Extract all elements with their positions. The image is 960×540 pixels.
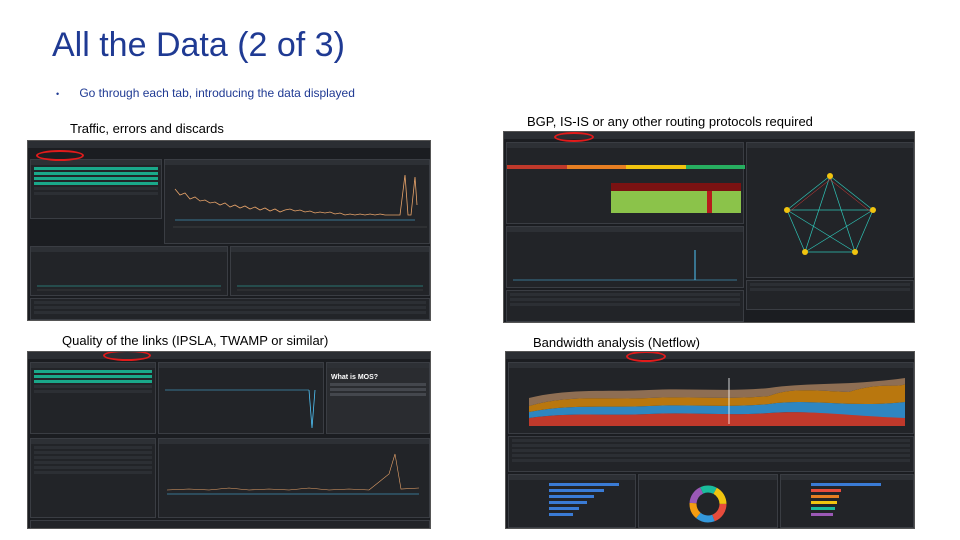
- caption-bandwidth: Bandwidth analysis (Netflow): [533, 335, 700, 350]
- topology-map: [784, 173, 876, 255]
- discards-chart-panel: [230, 246, 430, 296]
- traffic-chart-panel: [164, 159, 430, 244]
- bgp-status-panel: [506, 142, 745, 224]
- average-delay-panel: [30, 520, 430, 528]
- neighbor-list-panel: [746, 280, 914, 310]
- mos-chart-panel: [158, 362, 324, 434]
- dashboard-tab-bar: [28, 141, 430, 148]
- interface-table-panel: [30, 298, 430, 320]
- highlight-ellipse: [103, 352, 151, 361]
- bullet-item: • Go through each tab, introducing the d…: [56, 86, 355, 100]
- jitter-chart-panel: [158, 438, 430, 518]
- bgp-dashboard-screenshot: [503, 131, 915, 323]
- mos-list-panel: [30, 362, 156, 434]
- donut-chart: [689, 485, 727, 523]
- dashboard-tab-bar: [28, 352, 430, 359]
- bullet-text: Go through each tab, introducing the dat…: [79, 86, 355, 100]
- applications-chart-panel: [508, 362, 914, 434]
- mos-info-panel: What is MOS?: [326, 362, 430, 434]
- interface-list-panel: [30, 159, 162, 219]
- top-talkers-panel: [508, 474, 636, 528]
- traffic-line-chart: [173, 174, 427, 228]
- traffic-dashboard-screenshot: [27, 140, 431, 321]
- top-applications-panel: [638, 474, 778, 528]
- bgp-table-panel: [506, 290, 744, 322]
- bullet-dot-icon: •: [56, 88, 60, 99]
- prefixes-chart-panel: [506, 226, 744, 288]
- sla-list-panel: [30, 438, 156, 518]
- caption-traffic: Traffic, errors and discards: [70, 121, 224, 136]
- caption-bgp: BGP, IS-IS or any other routing protocol…: [527, 114, 813, 129]
- highlight-ellipse: [626, 352, 666, 362]
- netflow-dashboard-screenshot: [505, 351, 915, 529]
- top-tags-panel: [780, 474, 914, 528]
- quality-dashboard-screenshot: What is MOS?: [27, 351, 431, 529]
- bgp-topology-map-panel: [746, 142, 914, 278]
- highlight-ellipse: [554, 132, 594, 142]
- caption-quality: Quality of the links (IPSLA, TWAMP or si…: [62, 333, 329, 348]
- dashboard-tab-bar: [506, 352, 914, 359]
- errors-chart-panel: [30, 246, 228, 296]
- slide-title: All the Data (2 of 3): [52, 26, 345, 64]
- mos-info-heading: What is MOS?: [331, 374, 379, 381]
- dashboard-tab-bar: [504, 132, 914, 139]
- stacked-area-chart: [529, 378, 905, 426]
- highlight-ellipse: [36, 150, 84, 161]
- application-table-panel: [508, 436, 914, 472]
